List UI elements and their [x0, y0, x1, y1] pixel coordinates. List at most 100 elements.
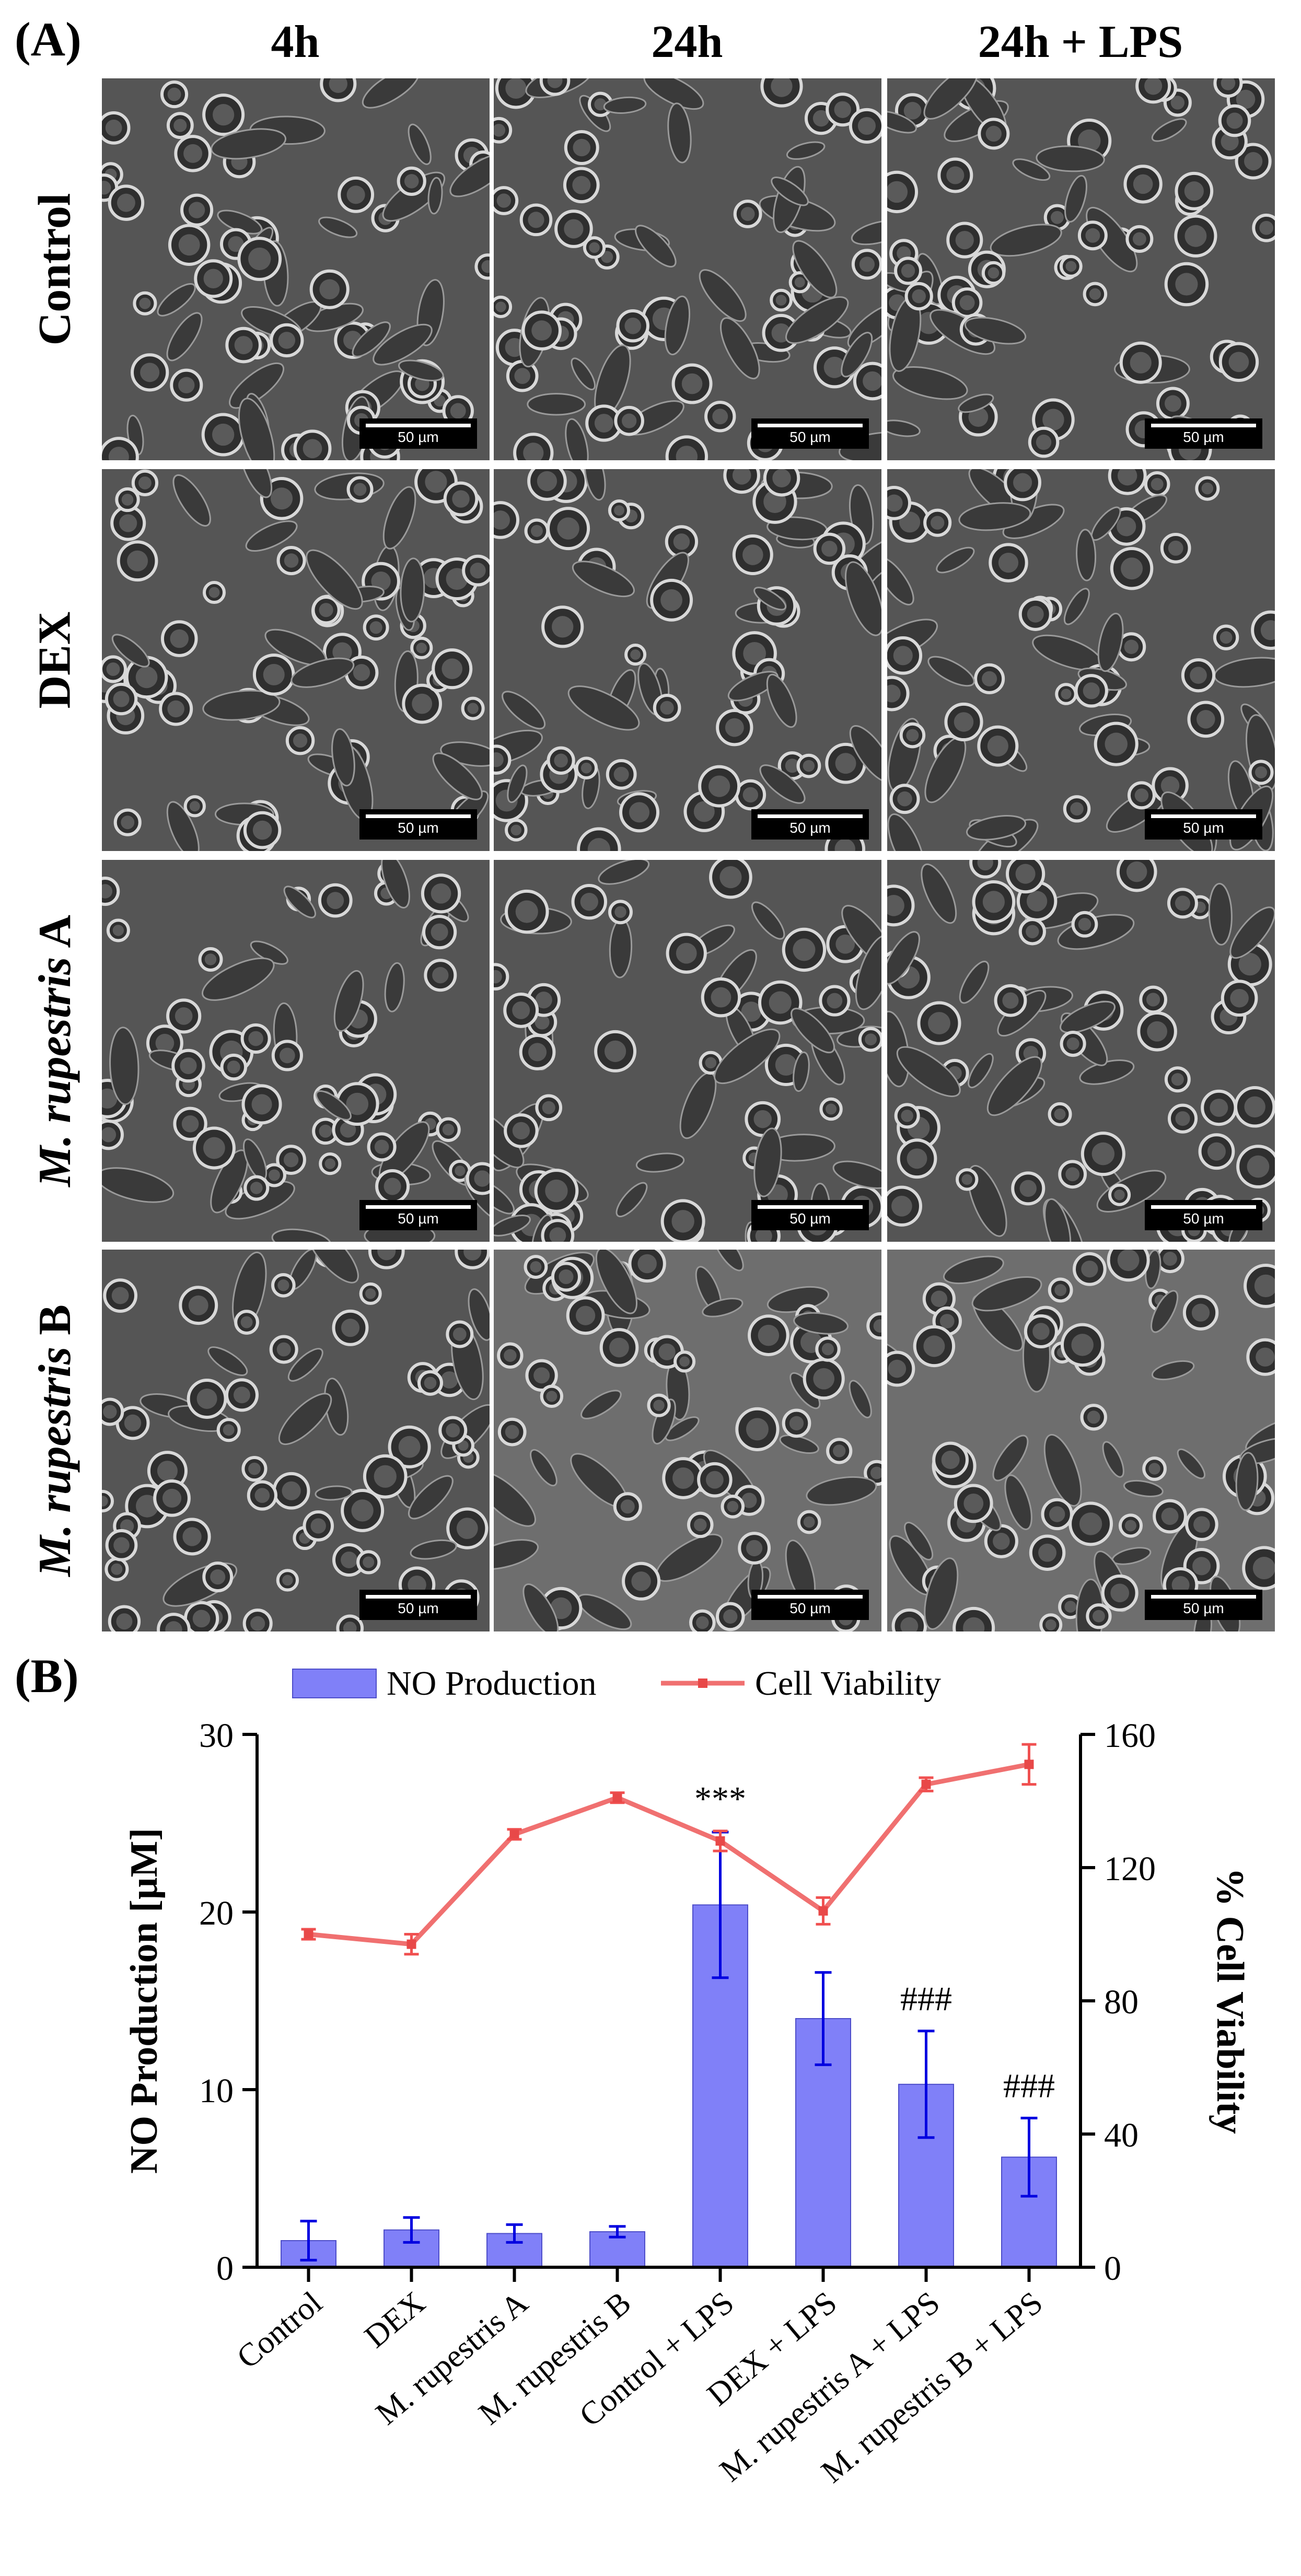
cell-viability-point — [1024, 1759, 1034, 1769]
scale-bar: 50 µm — [359, 418, 477, 449]
no-production-error-bar — [609, 2225, 626, 2239]
scale-bar-label: 50 µm — [789, 820, 831, 836]
scale-bar-label: 50 µm — [1183, 429, 1224, 445]
scale-bar-label: 50 µm — [789, 1210, 831, 1227]
scale-bar: 50 µm — [1145, 1200, 1262, 1230]
micrograph-image: 50 µm — [102, 469, 490, 851]
y2-axis-tick-label: 80 — [1104, 1983, 1139, 2021]
chart-legend: NO Production Cell Viability — [292, 1664, 941, 1703]
row-header-name: DEX — [29, 611, 80, 709]
no-production-error-bar — [1020, 2116, 1038, 2198]
scale-bar-label: 50 µm — [1183, 820, 1224, 836]
significance-annotation: ### — [1003, 2067, 1055, 2105]
y-axis-tick-label: 20 — [199, 1894, 234, 1932]
legend-marker-cell-viability — [698, 1679, 707, 1688]
micrograph-image: 50 µm — [887, 1250, 1275, 1631]
scale-bar-label: 50 µm — [1183, 1600, 1224, 1616]
scale-bar: 50 µm — [359, 1200, 477, 1230]
scale-bar-line — [758, 814, 863, 818]
y-axis-tick-label: 0 — [216, 2249, 234, 2288]
no-production-error-bar — [506, 2223, 523, 2244]
y2-axis-tick-label: 40 — [1104, 2116, 1139, 2154]
no-production-error-bar — [815, 1971, 832, 2066]
scale-bar: 50 µm — [751, 418, 869, 449]
scale-bar-line — [1151, 424, 1256, 427]
y-axis-tick-label: 30 — [199, 1717, 234, 1755]
micrograph-image: 50 µm — [887, 860, 1275, 1242]
micrograph-image: 50 µm — [102, 1250, 490, 1631]
micrograph-image: 50 µm — [494, 1250, 881, 1631]
micrograph-image: 50 µm — [494, 78, 881, 460]
scale-bar: 50 µm — [751, 1200, 869, 1230]
cell-viability-point — [715, 1836, 725, 1846]
scale-bar-line — [366, 1205, 471, 1209]
y-axis-tick-label: 10 — [199, 2072, 234, 2110]
row-header: M. rupestris B — [28, 1304, 81, 1577]
y2-axis-title: % Cell Viability — [1209, 1868, 1251, 2134]
row-header-species: M. rupestris — [29, 957, 80, 1187]
cell-viability-point — [304, 1929, 313, 1939]
panel-b-label: (B) — [15, 1649, 79, 1703]
scale-bar: 50 µm — [359, 809, 477, 840]
column-header: 24h — [651, 17, 723, 67]
cell-viability-point — [818, 1906, 828, 1916]
legend-label-cell-viability: Cell Viability — [755, 1664, 941, 1703]
scale-bar-line — [366, 424, 471, 427]
y-axis-title: NO Production [µM] — [123, 1828, 166, 2174]
scale-bar: 50 µm — [359, 1590, 477, 1620]
no-production-error-bar — [300, 2220, 317, 2262]
scale-bar: 50 µm — [751, 809, 869, 840]
no-production-bar — [589, 2231, 645, 2268]
scale-bar-label: 50 µm — [789, 429, 831, 445]
panel-a-label: (A) — [15, 13, 82, 66]
scale-bar: 50 µm — [1145, 809, 1262, 840]
row-header-suffix: B — [29, 1304, 80, 1347]
cell-viability-point — [406, 1939, 416, 1949]
scale-bar-line — [758, 424, 863, 427]
cell-viability-line — [308, 1762, 1030, 1947]
y2-axis-tick-label: 160 — [1104, 1717, 1156, 1755]
x-axis-category-label: Control — [230, 2285, 329, 2376]
cell-viability-point — [612, 1793, 622, 1803]
scale-bar-line — [366, 814, 471, 818]
scale-bar-label: 50 µm — [1183, 1210, 1224, 1227]
scale-bar-line — [1151, 1595, 1256, 1599]
scale-bar-label: 50 µm — [398, 1600, 439, 1616]
micrograph-image: 50 µm — [494, 469, 881, 851]
legend-label-no-production: NO Production — [387, 1664, 596, 1703]
column-header: 24h + LPS — [978, 17, 1183, 67]
micrograph-image: 50 µm — [102, 78, 490, 460]
scale-bar-line — [366, 1595, 471, 1599]
micrograph-image: 50 µm — [102, 860, 490, 1242]
legend-swatch-no-production — [292, 1669, 377, 1698]
scale-bar-line — [758, 1205, 863, 1209]
row-header-species: M. rupestris — [29, 1346, 80, 1577]
cell-viability-point — [509, 1829, 519, 1839]
scale-bar: 50 µm — [1145, 418, 1262, 449]
y2-axis-tick-label: 0 — [1104, 2249, 1121, 2288]
row-header: DEX — [28, 612, 81, 709]
scale-bar: 50 µm — [1145, 1590, 1262, 1620]
scale-bar-label: 50 µm — [398, 429, 439, 445]
column-header: 4h — [271, 17, 320, 67]
row-header-suffix: A — [29, 915, 80, 957]
scale-bar-line — [758, 1595, 863, 1599]
row-header-name: Control — [29, 193, 80, 346]
no-production-error-bar — [403, 2216, 420, 2244]
no-production-error-bar — [917, 2030, 935, 2139]
scale-bar-line — [1151, 1205, 1256, 1209]
micrograph-image: 50 µm — [887, 78, 1275, 460]
scale-bar-label: 50 µm — [789, 1600, 831, 1616]
row-header: M. rupestris A — [28, 915, 81, 1187]
scale-bar-label: 50 µm — [398, 1210, 439, 1227]
significance-annotation: ### — [900, 1980, 952, 2018]
scale-bar: 50 µm — [751, 1590, 869, 1620]
significance-annotation: *** — [694, 1780, 746, 1818]
scale-bar-label: 50 µm — [398, 820, 439, 836]
cell-viability-point — [921, 1779, 931, 1789]
chart-axes — [255, 1734, 1082, 2269]
row-header: Control — [28, 193, 81, 346]
x-axis-category-label: DEX — [358, 2285, 432, 2355]
